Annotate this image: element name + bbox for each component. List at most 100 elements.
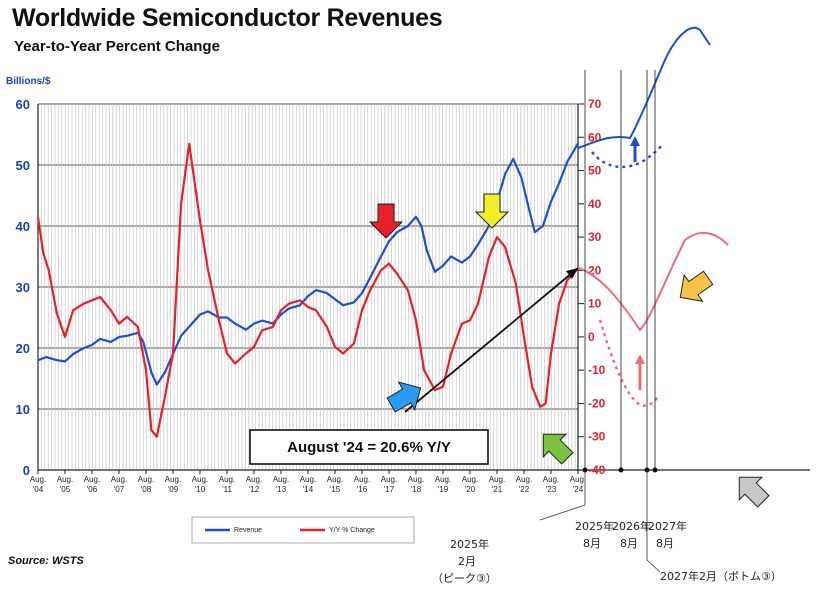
right-tick-label: -10 <box>588 363 606 377</box>
x-tick-label-year: '04 <box>33 485 44 494</box>
yoy-change-line <box>36 142 579 438</box>
x-tick-label-month: Aug. <box>192 475 208 484</box>
callout-text: August '24 = 20.6% Y/Y <box>287 439 451 456</box>
x-tick-label-year: '14 <box>303 485 314 494</box>
x-tick-label-month: Aug. <box>543 475 559 484</box>
trend-arrow-line <box>404 267 579 413</box>
red-down-arrow-shape <box>368 203 404 239</box>
left-tick-label: 60 <box>16 97 30 112</box>
green-upleft-arrow-shape <box>542 433 574 465</box>
orange-left-arrow-shape <box>679 270 714 302</box>
x-tick-label-month: Aug. <box>219 475 235 484</box>
right-tick-label: 20 <box>588 263 602 277</box>
blue-right-arrow <box>386 381 422 413</box>
yellow-down-arrow-shape <box>474 193 510 229</box>
x-tick-label-year: '23 <box>546 485 557 494</box>
chart-title: Worldwide Semiconductor Revenues <box>12 4 443 32</box>
x-tick-label-month: Aug. <box>30 475 46 484</box>
blue-right-arrow-shape <box>386 381 422 413</box>
legend-yoy-label: Y/Y % Change <box>329 527 375 534</box>
source-note: Source: WSTS <box>8 555 84 567</box>
left-axis-ticks: 0 10 20 30 40 50 60 <box>16 97 30 478</box>
x-tick-label-month: Aug. <box>57 475 73 484</box>
left-tick-label: 40 <box>16 219 30 234</box>
projected-yoy-dotted <box>598 319 661 407</box>
y-axis-unit-label: Billions/$ <box>6 76 51 87</box>
right-tick-label: 40 <box>588 197 602 211</box>
x-tick-label-year: '24 <box>573 485 584 494</box>
hand-year-2025: 2025年 <box>575 519 614 533</box>
left-tick-label: 0 <box>23 463 30 478</box>
x-tick-label-month: Aug. <box>138 475 154 484</box>
hand-note1-line3: （ピーク③） <box>432 572 497 585</box>
x-tick-label-month: Aug. <box>408 475 424 484</box>
right-tick-label: 70 <box>588 97 602 111</box>
x-tick-label-month: Aug. <box>570 475 586 484</box>
hand-month-2026: 8月 <box>620 537 638 550</box>
x-tick-label-year: '19 <box>438 485 449 494</box>
orange-left-arrow <box>679 270 714 302</box>
x-tick-label-month: Aug. <box>381 475 397 484</box>
legend: Revenue Y/Y % Change <box>191 516 415 544</box>
right-tick-label: 10 <box>588 297 602 311</box>
x-tick-label-year: '08 <box>141 485 152 494</box>
axes <box>37 104 810 471</box>
x-tick-label-year: '05 <box>60 485 71 494</box>
projection-date-dot <box>652 467 658 473</box>
x-tick-label-month: Aug. <box>273 475 289 484</box>
projected-revenue-dotted <box>591 144 663 169</box>
x-tick-label-year: '12 <box>249 485 260 494</box>
handwritten-labels: 2025年 8月 2026年 8月 2027年 8月 2025年 2月 （ピーク… <box>432 519 782 585</box>
x-tick-label-year: '20 <box>465 485 476 494</box>
right-tick-label: 0 <box>588 330 595 344</box>
left-tick-label: 10 <box>16 402 30 417</box>
x-tick-label-month: Aug. <box>462 475 478 484</box>
x-tick-label-month: Aug. <box>111 475 127 484</box>
right-tick-label: 50 <box>588 164 602 178</box>
x-tick-label-year: '17 <box>384 485 395 494</box>
x-tick-label-month: Aug. <box>300 475 316 484</box>
x-tick-label-year: '11 <box>222 485 232 494</box>
x-tick-label-year: '06 <box>87 485 98 494</box>
legend-revenue-label: Revenue <box>234 527 262 534</box>
note-leader-2 <box>646 470 661 573</box>
up-arrow-pink-head <box>635 354 645 364</box>
note-leader-1 <box>539 470 586 521</box>
left-tick-label: 50 <box>16 158 30 173</box>
left-tick-label: 30 <box>16 280 30 295</box>
x-tick-label-year: '22 <box>519 485 530 494</box>
right-tick-label: -30 <box>588 430 606 444</box>
chart-subtitle: Year-to-Year Percent Change <box>14 38 220 55</box>
x-tick-label-year: '13 <box>276 485 287 494</box>
x-tick-label-year: '09 <box>168 485 179 494</box>
x-tick-label-month: Aug. <box>84 475 100 484</box>
hand-year-2027: 2027年 <box>648 519 687 533</box>
trend-arrow-head <box>566 268 578 279</box>
yellow-down-arrow <box>474 193 510 229</box>
hand-note1-line1: 2025年 <box>450 537 489 551</box>
hand-month-2027: 8月 <box>656 537 674 550</box>
hand-note2: 2027年2月（ボトム③） <box>660 569 782 583</box>
x-tick-label-month: Aug. <box>489 475 505 484</box>
callout-box: August '24 = 20.6% Y/Y <box>249 429 489 465</box>
projection-date-dot <box>618 467 624 473</box>
grid-lines <box>38 103 578 471</box>
x-tick-label-year: '10 <box>195 485 206 494</box>
x-tick-label-year: '15 <box>330 485 341 494</box>
green-upleft-arrow <box>542 433 574 465</box>
hand-note1-line2: 2月 <box>458 555 476 568</box>
hand-month-2025: 8月 <box>583 537 601 550</box>
x-tick-label-year: '07 <box>114 485 125 494</box>
x-tick-label-month: Aug. <box>165 475 181 484</box>
x-tick-label-year: '18 <box>411 485 422 494</box>
x-tick-label-month: Aug. <box>246 475 262 484</box>
up-arrow-blue-head <box>630 136 640 146</box>
hand-year-2026: 2026年 <box>612 519 651 533</box>
x-tick-label-year: '21 <box>492 485 503 494</box>
right-tick-label: 30 <box>588 230 602 244</box>
right-tick-label: -20 <box>588 396 606 410</box>
projected-revenue-sketch <box>577 27 711 149</box>
arrow-markers <box>368 193 770 508</box>
left-tick-label: 20 <box>16 341 30 356</box>
